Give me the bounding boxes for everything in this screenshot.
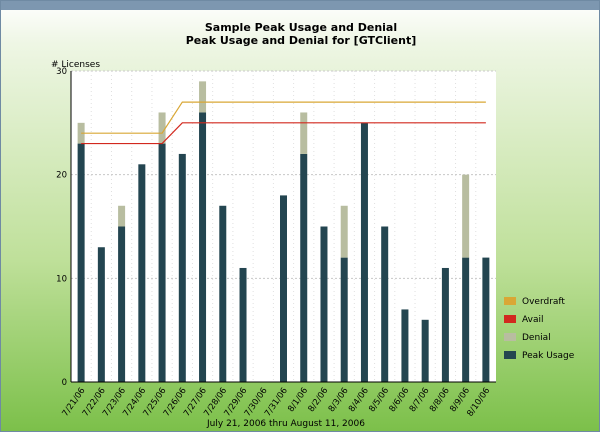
y-tick-label: 20 (56, 171, 67, 181)
bar-denial (199, 81, 207, 113)
bar-peak-usage (482, 257, 490, 382)
bar-peak-usage (381, 226, 389, 382)
legend: Overdraft Avail Denial Peak Usage (504, 297, 575, 361)
bar-peak-usage (280, 195, 287, 382)
bar-denial (340, 205, 348, 258)
legend-label: Avail (522, 315, 543, 325)
bar-peak-usage (441, 267, 449, 382)
bar-peak-usage (401, 309, 409, 382)
legend-label: Peak Usage (522, 351, 575, 361)
x-axis-label: July 21, 2006 thru August 11, 2006 (206, 419, 365, 429)
line-overdraft (81, 101, 486, 134)
y-tick-label: 10 (56, 274, 67, 284)
legend-swatch (504, 297, 516, 305)
chart-subtitle: Peak Usage and Denial for [GTClient] (186, 34, 416, 47)
bar-peak-usage (239, 267, 247, 382)
bar-peak-usage (118, 226, 126, 382)
lines (81, 101, 486, 145)
legend-swatch (504, 315, 516, 323)
bar-peak-usage (340, 257, 348, 382)
legend-label: Overdraft (522, 297, 565, 307)
y-tick-label: 30 (56, 67, 67, 77)
bar-peak-usage (178, 153, 186, 382)
bar-peak-usage (138, 164, 146, 382)
y-tick-label: 0 (62, 378, 67, 388)
bar-denial (118, 205, 126, 227)
bar-peak-usage (199, 112, 207, 382)
legend-label: Denial (522, 333, 551, 343)
legend-swatch (504, 351, 516, 359)
bar-denial (462, 174, 470, 258)
bar-denial (158, 112, 166, 144)
x-tick-label: 8/3/06 (327, 386, 351, 414)
x-tick-label: 8/5/06 (367, 386, 391, 414)
bar-peak-usage (421, 319, 429, 382)
x-tick-label: 8/8/06 (428, 386, 452, 414)
bar-peak-usage (158, 143, 166, 382)
bar-peak-usage (360, 122, 368, 382)
line-avail (81, 122, 486, 145)
y-axis-label: # Licenses (51, 60, 100, 70)
x-tick-label: 8/2/06 (307, 386, 331, 414)
legend-swatch (504, 333, 516, 341)
x-tick-label: 8/4/06 (347, 386, 371, 414)
x-tick-label: 8/7/06 (408, 386, 432, 414)
bar-peak-usage (462, 257, 470, 382)
bar-denial (300, 112, 308, 154)
bar-peak-usage (300, 153, 308, 382)
chart-title: Sample Peak Usage and Denial (205, 21, 397, 34)
bar-peak-usage (320, 226, 328, 382)
x-tick-label: 8/6/06 (388, 386, 412, 414)
x-tick-label: 8/1/06 (286, 386, 310, 414)
top-bar (1, 1, 599, 10)
bar-peak-usage (77, 143, 85, 382)
bar-peak-usage (97, 247, 105, 382)
bar-peak-usage (219, 205, 227, 382)
